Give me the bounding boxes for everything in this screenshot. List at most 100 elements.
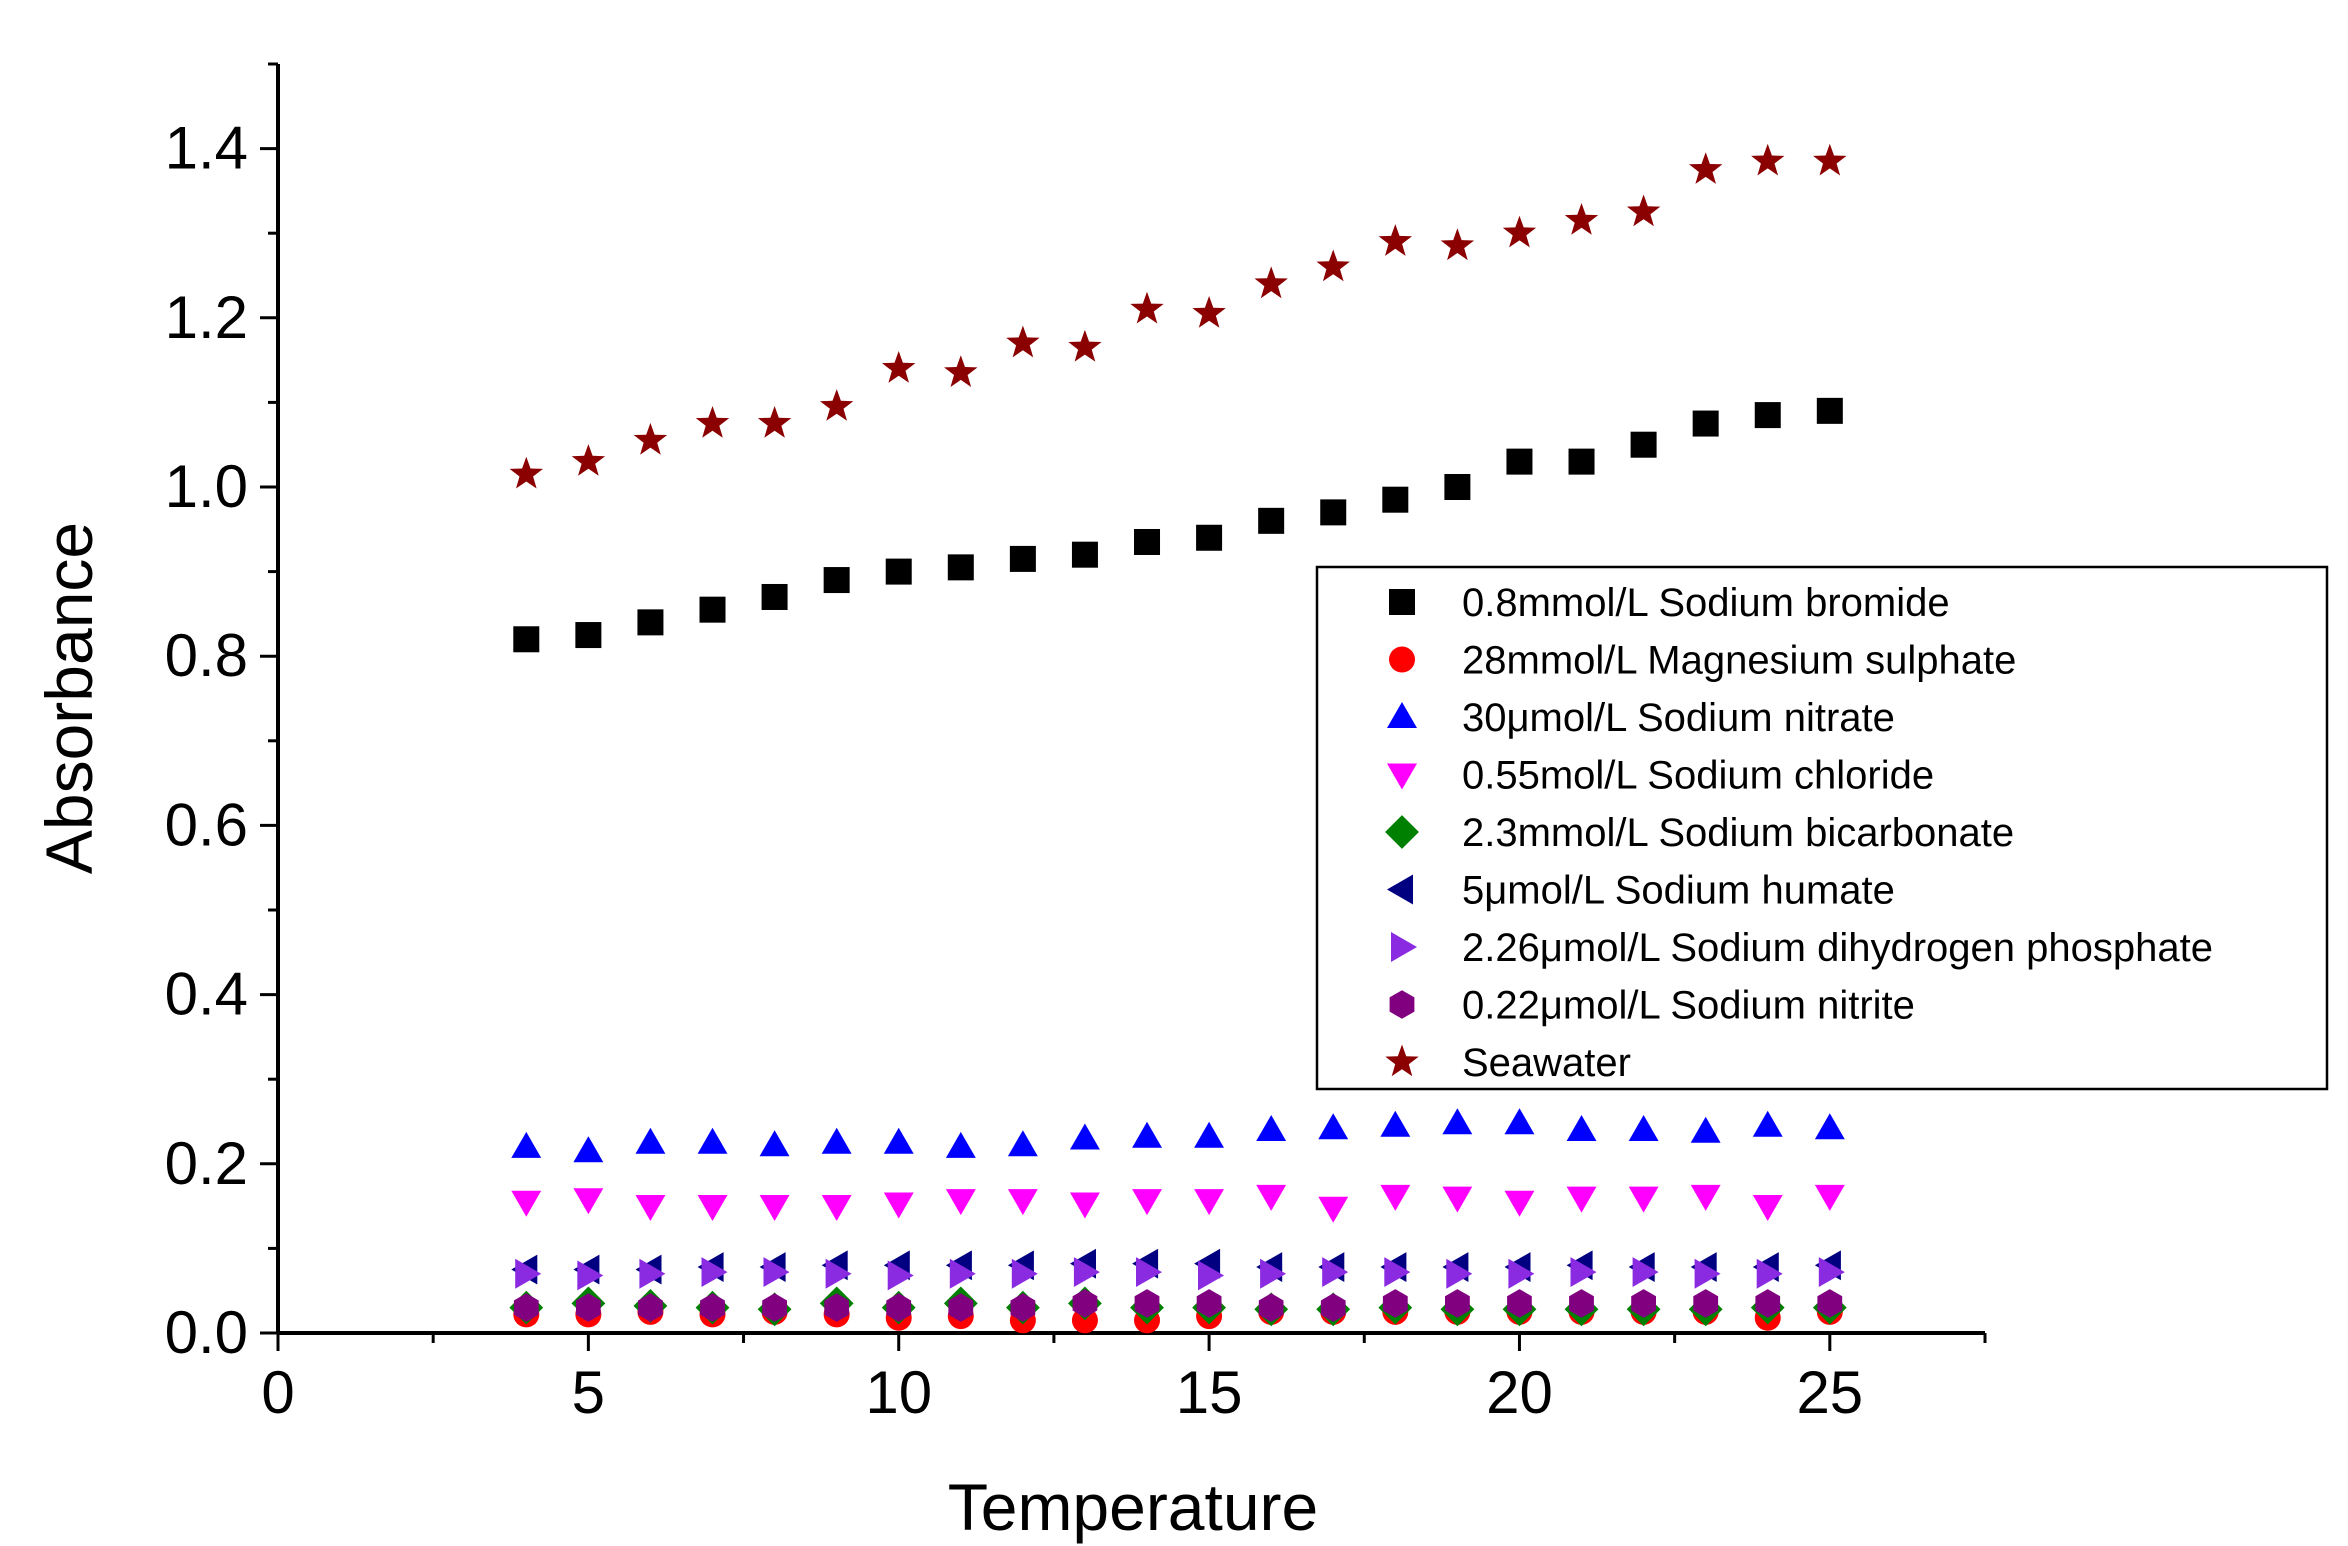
legend-label: 28mmol/L Magnesium sulphate: [1462, 639, 2016, 683]
y-ticks: 0.0 0.2 0.4 0.6 0.8 1.0 1.2 1.4: [165, 62, 278, 1366]
y-tick-label: 0.2: [165, 1130, 248, 1197]
data-point: [1814, 1113, 1845, 1140]
data-point: [1818, 1257, 1845, 1287]
data-point: [1689, 152, 1723, 184]
data-point: [1256, 1115, 1287, 1141]
data-point: [1258, 507, 1285, 534]
data-point: [637, 609, 664, 636]
data-point: [1631, 1289, 1656, 1318]
data-point: [1693, 1289, 1719, 1318]
data-point: [823, 567, 850, 594]
data-point: [821, 1195, 852, 1221]
data-point: [577, 1260, 604, 1291]
data-point: [1132, 1189, 1162, 1216]
data-point: [1814, 1184, 1845, 1211]
data-point: [1256, 1184, 1287, 1211]
series-2-26-mol-l-sodium-dihydrogen-phosphate: [515, 1257, 1845, 1291]
data-point: [1507, 1289, 1532, 1318]
legend-label: 2.26μmol/L Sodium dihydrogen phosphate: [1462, 926, 2213, 970]
data-point: [761, 583, 788, 610]
legend-items: 0.8mmol/L Sodium bromide 28mmol/L Magnesi…: [1385, 581, 2213, 1085]
data-point: [571, 444, 606, 476]
legend: 0.8mmol/L Sodium bromide 28mmol/L Magnesi…: [1315, 565, 2329, 1091]
data-point: [573, 1136, 604, 1163]
legend-label: Seawater: [1462, 1041, 1631, 1085]
y-tick-label: 0.8: [165, 622, 248, 689]
data-point: [1260, 1258, 1287, 1289]
data-point: [821, 1127, 852, 1154]
legend-marker: [1389, 646, 1415, 673]
y-tick-label: 0.4: [165, 961, 248, 1028]
legend-marker: [1387, 702, 1417, 728]
series-0-8mmol-l-sodium-bromide: [513, 397, 1843, 653]
data-point: [575, 622, 602, 649]
x-axis-title: Temperature: [948, 1470, 1319, 1544]
data-point: [635, 1127, 666, 1154]
x-tick-label: 0: [261, 1359, 294, 1426]
data-point: [1628, 1115, 1659, 1141]
data-point: [1384, 1257, 1411, 1287]
data-point: [1192, 296, 1226, 328]
data-point: [511, 1190, 542, 1217]
data-points: [509, 143, 1847, 1334]
series-0-55mol-l-sodium-chloride: [511, 1184, 1845, 1223]
data-point: [1440, 228, 1475, 261]
data-point: [883, 1192, 914, 1219]
x-tick-label: 15: [1176, 1359, 1243, 1426]
data-point: [1504, 1108, 1535, 1135]
data-point: [1446, 1258, 1473, 1289]
legend-label: 5μmol/L Sodium humate: [1462, 869, 1895, 913]
data-point: [1194, 1189, 1224, 1216]
data-point: [885, 558, 912, 585]
data-point: [883, 1127, 914, 1154]
data-point: [697, 1127, 728, 1154]
data-point: [1382, 486, 1409, 513]
data-point: [1751, 143, 1785, 176]
data-point: [509, 456, 543, 489]
data-point: [1010, 1293, 1036, 1322]
data-point: [948, 1293, 974, 1322]
x-tick-label: 10: [865, 1359, 932, 1426]
data-point: [1378, 224, 1412, 256]
legend-marker: [1387, 874, 1413, 905]
data-point: [824, 1293, 849, 1322]
data-point: [1569, 1289, 1594, 1318]
data-point: [1134, 528, 1161, 555]
x-tick-label: 20: [1486, 1359, 1553, 1426]
legend-label: 0.22μmol/L Sodium nitrite: [1462, 984, 1915, 1028]
data-point: [882, 351, 916, 383]
data-point: [945, 1131, 976, 1158]
data-point: [820, 389, 854, 421]
data-point: [1755, 1289, 1781, 1318]
data-point: [701, 1257, 728, 1287]
series-30-mol-l-sodium-nitrate: [511, 1108, 1845, 1163]
data-point: [1756, 1258, 1783, 1289]
legend-label: 30μmol/L Sodium nitrate: [1462, 696, 1895, 740]
data-point: [1011, 1258, 1038, 1289]
data-point: [1442, 1186, 1473, 1213]
data-point: [762, 1293, 787, 1322]
data-point: [1194, 1121, 1224, 1148]
data-point: [1320, 499, 1347, 526]
data-point: [886, 1293, 912, 1322]
legend-label: 0.55mol/L Sodium chloride: [1462, 754, 1934, 798]
data-point: [1502, 215, 1537, 248]
data-point: [759, 1130, 790, 1157]
data-point: [1630, 431, 1657, 458]
y-tick-label: 0.0: [165, 1299, 248, 1366]
data-point: [1445, 1289, 1470, 1318]
data-point: [1132, 1121, 1162, 1148]
data-point: [1071, 541, 1098, 568]
data-point: [1568, 448, 1595, 475]
data-point: [1566, 1186, 1597, 1213]
x-tick-label: 25: [1796, 1359, 1863, 1426]
data-point: [1692, 410, 1719, 437]
data-point: [1382, 1289, 1408, 1318]
data-point: [1196, 524, 1223, 551]
data-point: [1070, 1123, 1100, 1150]
data-point: [1134, 1289, 1160, 1318]
data-point: [757, 406, 792, 438]
series-seawater: [509, 143, 1847, 489]
data-point: [1380, 1184, 1411, 1211]
data-point: [1690, 1116, 1721, 1143]
